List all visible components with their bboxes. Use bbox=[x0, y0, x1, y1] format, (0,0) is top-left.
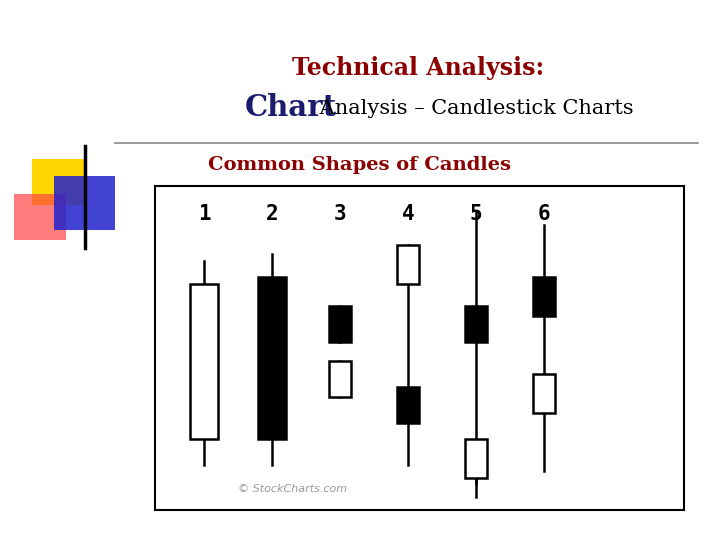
Text: 5: 5 bbox=[469, 204, 482, 224]
Text: 6: 6 bbox=[538, 204, 551, 224]
Bar bbox=[465, 439, 487, 478]
Bar bbox=[189, 284, 218, 439]
Text: Common Shapes of Candles: Common Shapes of Candles bbox=[209, 156, 511, 174]
Bar bbox=[533, 277, 556, 316]
Bar bbox=[329, 361, 351, 397]
Text: Analysis – Candlestick Charts: Analysis – Candlestick Charts bbox=[313, 98, 634, 118]
Bar bbox=[533, 374, 556, 413]
Bar bbox=[465, 306, 487, 342]
Text: Technical Analysis:: Technical Analysis: bbox=[292, 56, 544, 79]
Text: 3: 3 bbox=[333, 204, 346, 224]
Bar bbox=[258, 277, 287, 439]
Bar bbox=[397, 245, 419, 284]
Bar bbox=[329, 306, 351, 342]
Text: 2: 2 bbox=[266, 204, 279, 224]
Text: Chart: Chart bbox=[245, 93, 337, 123]
Text: © StockCharts.com: © StockCharts.com bbox=[238, 484, 347, 494]
Text: 4: 4 bbox=[402, 204, 415, 224]
Bar bbox=[397, 387, 419, 423]
Text: 1: 1 bbox=[197, 204, 210, 224]
